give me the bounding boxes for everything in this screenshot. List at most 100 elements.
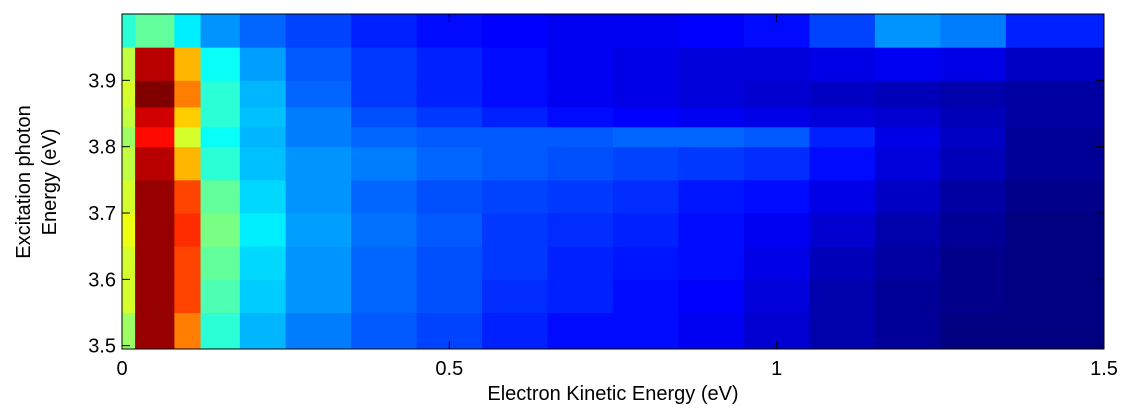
heatmap-cell — [122, 106, 136, 128]
heatmap-cell — [940, 47, 1007, 81]
heatmap-cell — [874, 312, 941, 350]
heatmap-cell — [874, 279, 941, 314]
heatmap-cell — [135, 246, 175, 280]
heatmap-cell — [809, 179, 876, 214]
heatmap-cell — [482, 279, 549, 314]
heatmap-cell — [940, 126, 1007, 148]
heatmap-cell — [239, 106, 287, 128]
x-axis-label: Electron Kinetic Energy (eV) — [487, 383, 738, 405]
heatmap-cell — [678, 179, 745, 214]
heatmap-cell — [135, 126, 175, 148]
heatmap-cell — [940, 80, 1007, 108]
heatmap-cell — [200, 279, 241, 314]
heatmap-cell — [416, 246, 483, 280]
heatmap-cell — [122, 246, 136, 280]
heatmap-cell — [678, 80, 745, 108]
heatmap-cell — [678, 14, 745, 48]
heatmap-cell — [174, 80, 202, 108]
heatmap-cell — [285, 47, 352, 81]
heatmap-cell — [1005, 213, 1105, 247]
heatmap-cell — [285, 179, 352, 214]
heatmap-cell — [482, 246, 549, 280]
heatmap-cell — [174, 279, 202, 314]
heatmap-cell — [613, 179, 679, 214]
heatmap-cell — [285, 146, 352, 181]
heatmap-cell — [678, 279, 745, 314]
heatmap-cell — [940, 14, 1007, 48]
y-tick-label: 3.6 — [88, 269, 116, 291]
heatmap-cell — [482, 106, 549, 128]
heatmap-cell — [678, 213, 745, 247]
heatmap-cell — [940, 246, 1007, 280]
heatmap-cell — [135, 213, 175, 247]
heatmap-cell — [678, 106, 745, 128]
heatmap-cell — [809, 106, 876, 128]
heatmap-cell — [135, 14, 175, 48]
heatmap-cell — [351, 126, 418, 148]
heatmap-cell — [874, 146, 941, 181]
heatmap-cell — [613, 126, 679, 148]
heatmap-cell — [416, 179, 483, 214]
x-tick-label: 0.5 — [435, 358, 463, 380]
heatmap-cell — [351, 213, 418, 247]
heatmap-cell — [122, 126, 136, 148]
heatmap-cell — [547, 246, 614, 280]
heatmap-cell — [809, 80, 876, 108]
heatmap-cell — [940, 179, 1007, 214]
y-tick-label: 3.9 — [88, 70, 116, 92]
heatmap-cell — [613, 80, 679, 108]
heatmap-cell — [874, 213, 941, 247]
y-axis-label: Energy (eV) — [39, 129, 61, 236]
heatmap-cell — [940, 146, 1007, 181]
heatmap-cell — [135, 80, 175, 108]
heatmap-cell — [874, 47, 941, 81]
heatmap-cell — [239, 80, 287, 108]
heatmap-cell — [239, 279, 287, 314]
heatmap-cell — [1005, 146, 1105, 181]
heatmap — [122, 14, 1105, 350]
heatmap-cell — [743, 106, 810, 128]
heatmap-cell — [239, 47, 287, 81]
heatmap-cell — [285, 213, 352, 247]
heatmap-cell — [678, 246, 745, 280]
heatmap-cell — [678, 47, 745, 81]
heatmap-cell — [135, 146, 175, 181]
heatmap-cell — [174, 47, 202, 81]
heatmap-cell — [547, 80, 614, 108]
heatmap-cell — [743, 126, 810, 148]
heatmap-cell — [547, 312, 614, 350]
heatmap-cell — [809, 213, 876, 247]
heatmap-cell — [200, 80, 241, 108]
heatmap-cell — [416, 47, 483, 81]
heatmap-cell — [416, 213, 483, 247]
heatmap-cell — [743, 213, 810, 247]
heatmap-cell — [239, 246, 287, 280]
heatmap-cell — [122, 312, 136, 350]
heatmap-cell — [351, 279, 418, 314]
heatmap-cell — [135, 279, 175, 314]
heatmap-cell — [482, 213, 549, 247]
heatmap-cell — [613, 213, 679, 247]
heatmap-cell — [351, 14, 418, 48]
heatmap-cell — [122, 146, 136, 181]
heatmap-cell — [200, 146, 241, 181]
heatmap-cell — [200, 213, 241, 247]
heatmap-cell — [940, 279, 1007, 314]
heatmap-cell — [174, 312, 202, 350]
heatmap-cell — [547, 179, 614, 214]
heatmap-cell — [285, 14, 352, 48]
heatmap-cell — [285, 246, 352, 280]
heatmap-cell — [135, 106, 175, 128]
heatmap-cell — [174, 106, 202, 128]
heatmap-cell — [678, 312, 745, 350]
heatmap-cell — [239, 213, 287, 247]
heatmap-cell — [200, 14, 241, 48]
heatmap-cell — [613, 246, 679, 280]
heatmap-cell — [1005, 179, 1105, 214]
heatmap-cell — [416, 80, 483, 108]
heatmap-cell — [285, 106, 352, 128]
heatmap-cell — [547, 213, 614, 247]
heatmap-cell — [1005, 126, 1105, 148]
heatmap-cell — [613, 47, 679, 81]
heatmap-cell — [743, 47, 810, 81]
